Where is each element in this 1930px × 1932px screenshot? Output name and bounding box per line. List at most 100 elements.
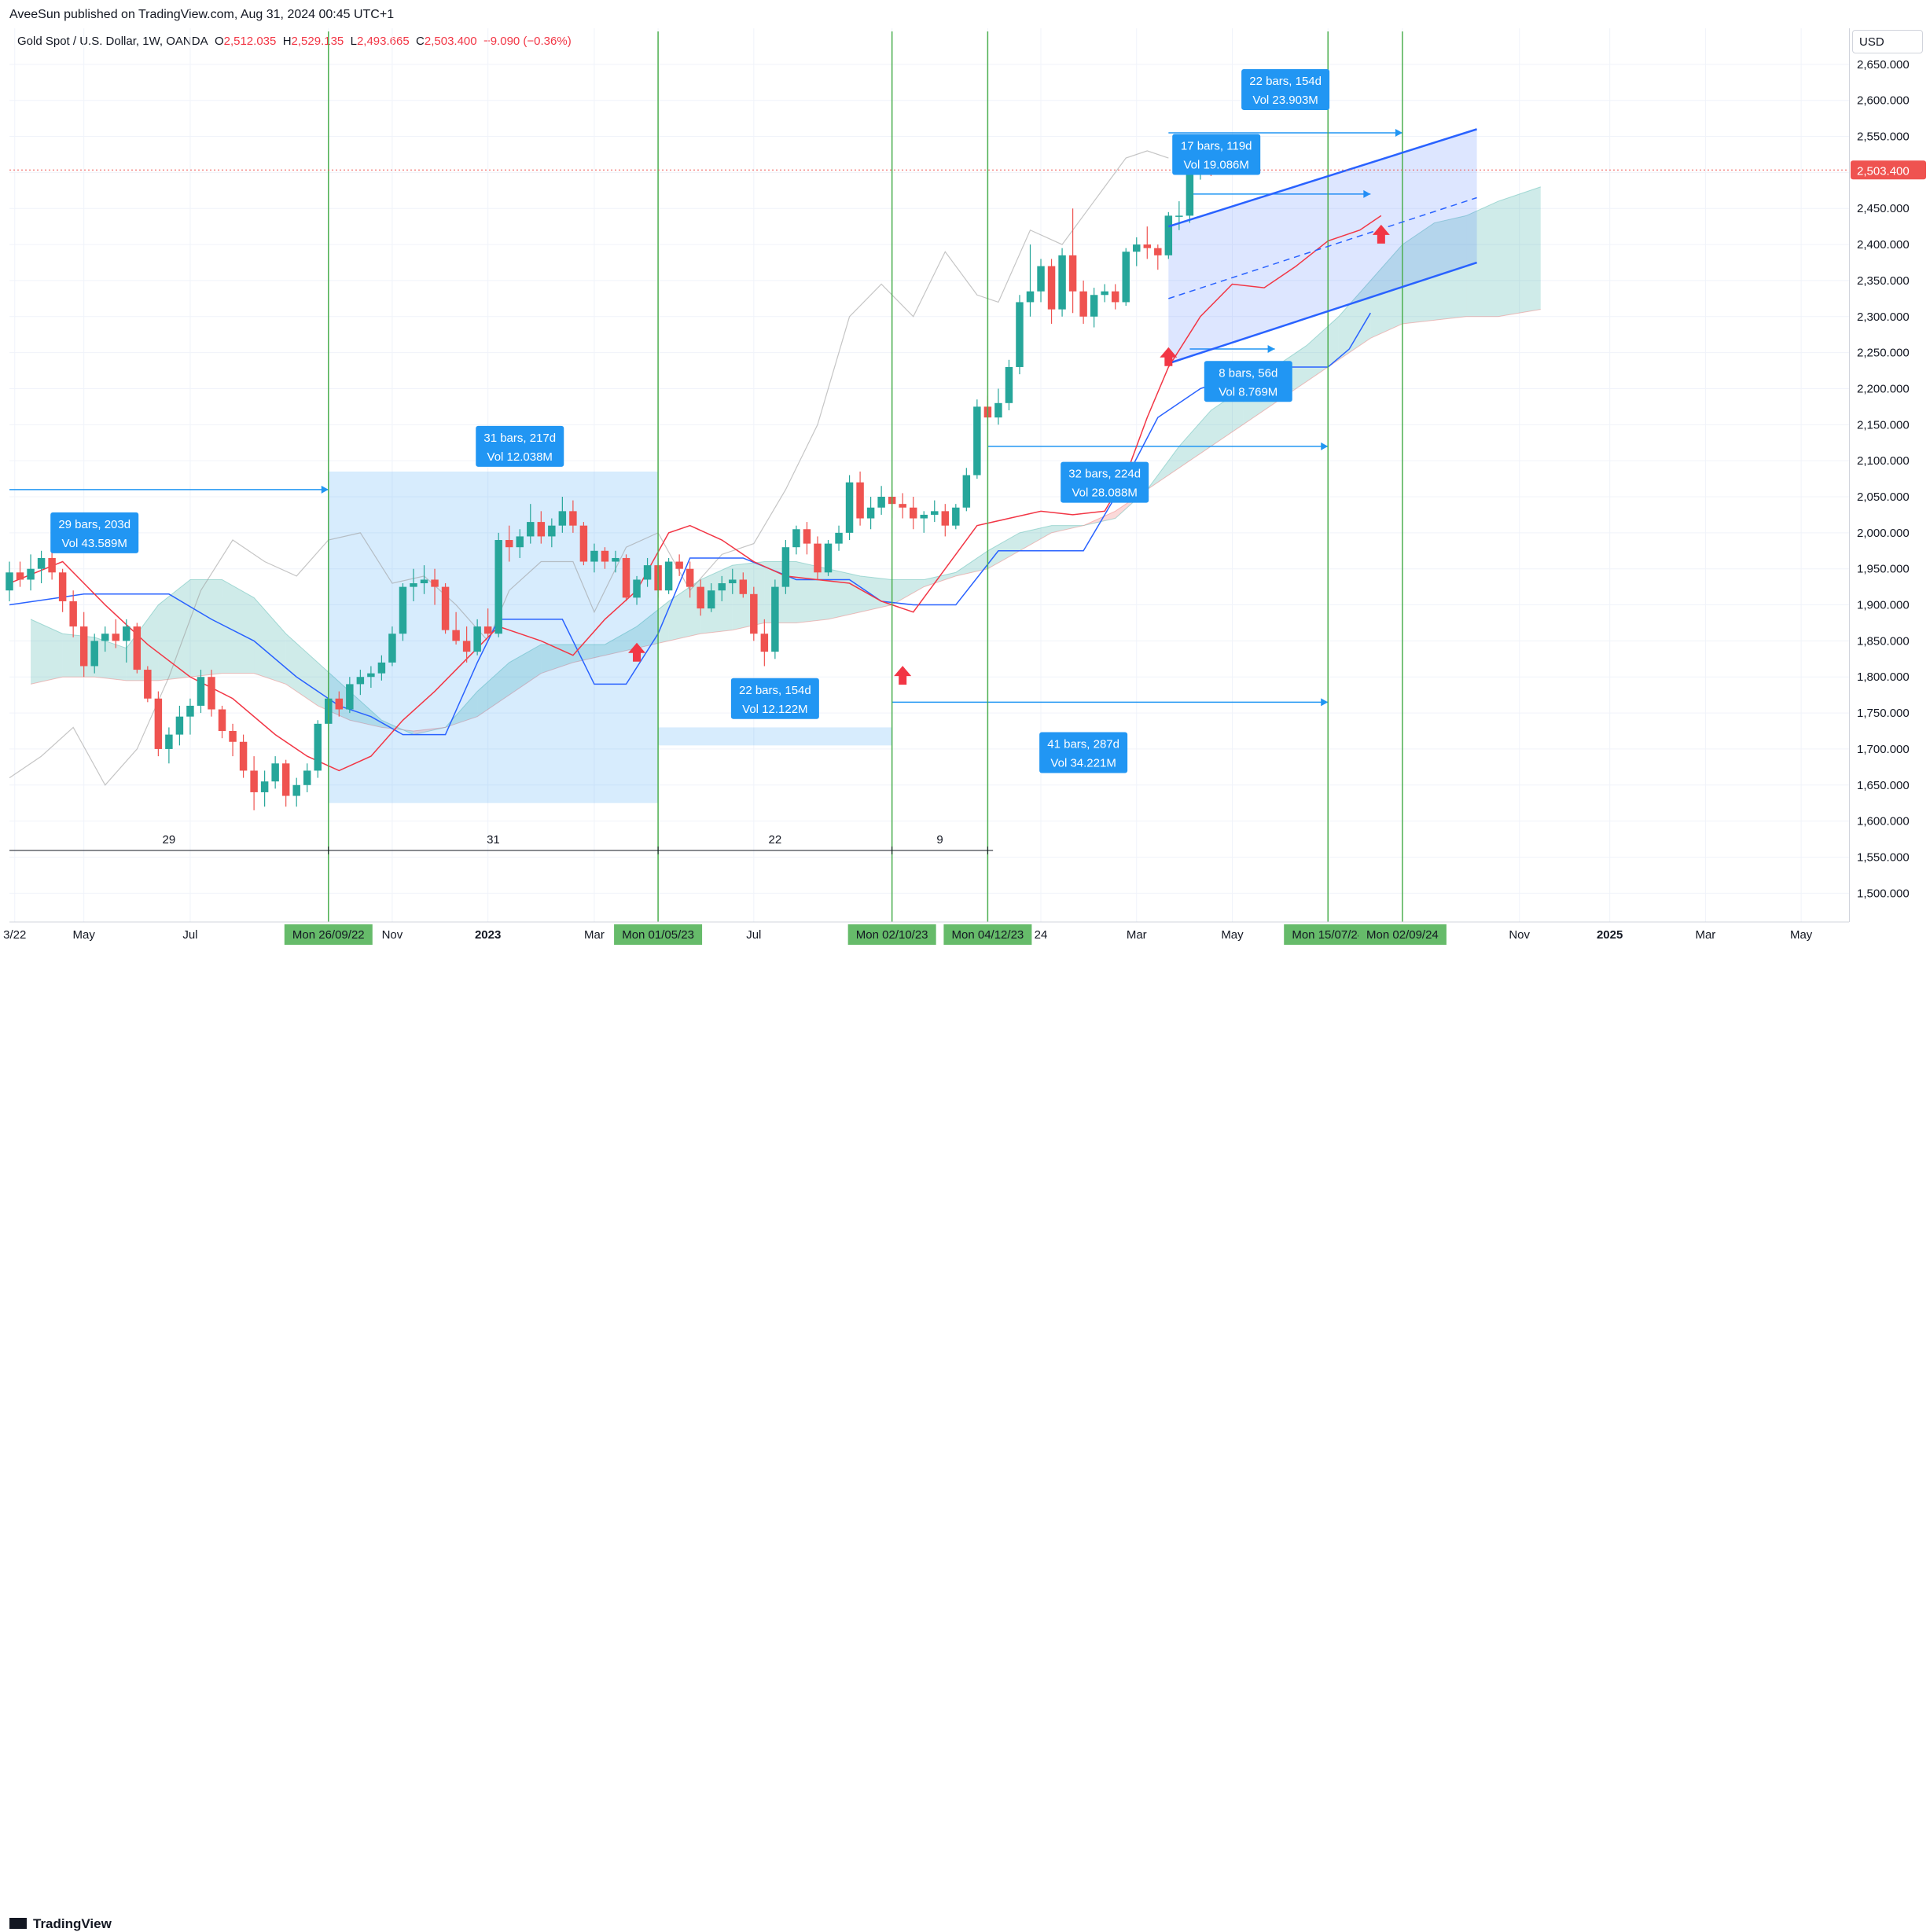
range-label-box xyxy=(1172,134,1261,175)
signal-arrow-icon xyxy=(1160,347,1178,366)
channel-lower xyxy=(1167,261,1477,365)
price-chart[interactable]: 29 31 22 9 29 bars, 203d Vol 43.589M 31 bars,… xyxy=(0,0,1930,956)
cloud-segment xyxy=(62,634,95,678)
high-value: 2,529.135 xyxy=(291,35,344,48)
candle-body xyxy=(622,557,630,598)
candle-body xyxy=(314,723,322,771)
range-label-bars: 17 bars, 119d xyxy=(1181,139,1252,152)
range-label-box xyxy=(1241,68,1330,110)
range-label-box xyxy=(1061,461,1149,503)
price-tick-label: 1,850.000 xyxy=(1857,634,1910,648)
range-label-bars: 41 bars, 287d xyxy=(1047,738,1119,751)
range-labels: 29 bars, 203d Vol 43.589M 31 bars, 217d Vol… xyxy=(50,68,1330,773)
candle-body xyxy=(250,770,258,792)
candle-body xyxy=(175,716,184,735)
candle-body xyxy=(1068,255,1077,292)
cloud-segment xyxy=(477,662,509,717)
date-marker-label: Mon 01/05/23 xyxy=(622,928,694,942)
time-tick-label: Jul xyxy=(746,928,761,942)
candle-body xyxy=(664,561,673,591)
range-label-volume: Vol 28.088M xyxy=(1072,487,1137,500)
candle-body xyxy=(335,698,344,710)
candle-body xyxy=(941,511,950,526)
candle-body xyxy=(516,536,524,548)
candle-body xyxy=(579,525,588,562)
range-label-box xyxy=(476,425,564,467)
cloud-segment xyxy=(1211,388,1244,446)
cloud-segment xyxy=(413,727,446,735)
candle-body xyxy=(6,572,13,591)
cloud-segment xyxy=(860,575,892,612)
cloud-segment xyxy=(924,572,956,587)
candle-body xyxy=(1016,302,1024,367)
cloud-segment xyxy=(796,561,829,623)
tradingview-logo[interactable]: TradingView xyxy=(9,1916,112,1932)
candle-body xyxy=(537,522,546,537)
candle-body xyxy=(527,522,535,537)
open-value: 2,512.035 xyxy=(223,35,277,48)
range-label-box xyxy=(1039,732,1128,773)
bar-count-label: 9 xyxy=(936,833,943,847)
range-label-volume: Vol 12.038M xyxy=(487,450,553,464)
candle-body xyxy=(856,482,864,519)
time-tick-label: Nov xyxy=(382,928,403,942)
candle-body xyxy=(346,684,354,710)
symbol-name[interactable]: Gold Spot / U.S. Dollar, 1W, OANDA xyxy=(17,35,208,48)
price-tick-label: 2,050.000 xyxy=(1857,490,1910,504)
cloud-segment xyxy=(285,634,318,706)
candle-body xyxy=(281,763,290,796)
date-marker-label: Mon 26/09/22 xyxy=(292,928,365,942)
candle-body xyxy=(845,482,854,533)
close-value: 2,503.400 xyxy=(424,35,477,48)
channel-mid xyxy=(1168,197,1477,299)
candle-body xyxy=(377,662,386,674)
candle-body xyxy=(1101,291,1108,296)
candle-body xyxy=(548,525,556,537)
candle-body xyxy=(569,511,577,526)
range-label-volume: Vol 43.589M xyxy=(62,537,127,550)
price-tick-label: 2,450.000 xyxy=(1857,202,1910,215)
bar-count-label: 29 xyxy=(163,833,176,847)
candle-body xyxy=(697,586,704,609)
candle-body xyxy=(707,590,715,609)
price-tick-label: 2,350.000 xyxy=(1857,274,1910,288)
price-tick-label: 1,800.000 xyxy=(1857,670,1910,684)
footer: TradingView xyxy=(0,956,1930,1931)
candle-body xyxy=(399,586,407,634)
symbol-legend[interactable]: Gold Spot / U.S. Dollar, 1W, OANDA O2,51… xyxy=(17,35,572,48)
range-label-bars: 22 bars, 154d xyxy=(739,684,811,697)
date-marker-box xyxy=(1358,924,1447,945)
candle-body xyxy=(410,583,417,587)
candle-body xyxy=(165,734,173,749)
candle-body xyxy=(792,529,800,548)
candle-body xyxy=(1143,244,1152,248)
date-marker-box xyxy=(847,924,936,945)
candle-body xyxy=(16,572,24,580)
candle-body xyxy=(686,568,694,587)
cloud-segment xyxy=(1147,446,1179,490)
currency-button[interactable]: USD xyxy=(1852,30,1923,53)
candle-body xyxy=(473,626,481,652)
time-tick-label: May xyxy=(1221,928,1244,942)
time-tick-label: Jul xyxy=(182,928,197,942)
price-tick-label: 1,750.000 xyxy=(1857,707,1910,720)
cloud-segment xyxy=(1434,215,1467,321)
range-label-bars: 32 bars, 224d xyxy=(1068,468,1141,481)
price-ranges xyxy=(9,128,1477,803)
candle-body xyxy=(260,781,269,792)
range-arrowhead xyxy=(1363,189,1371,198)
price-tick-label: 1,600.000 xyxy=(1857,815,1910,828)
date-marker-box xyxy=(614,924,703,945)
range-label-bars: 31 bars, 217d xyxy=(483,432,556,445)
price-tick-label: 1,500.000 xyxy=(1857,887,1910,900)
cloud-segment xyxy=(94,637,127,681)
candle-body xyxy=(643,565,652,580)
cloud-segment xyxy=(668,579,701,641)
range-label-volume: Vol 34.221M xyxy=(1050,757,1116,770)
cloud-segment xyxy=(828,568,861,619)
candle-body xyxy=(505,540,513,548)
price-tick-label: 1,650.000 xyxy=(1857,779,1910,792)
candle-body xyxy=(1047,266,1056,310)
price-axis[interactable] xyxy=(1849,28,1930,922)
candle-body xyxy=(420,579,428,584)
